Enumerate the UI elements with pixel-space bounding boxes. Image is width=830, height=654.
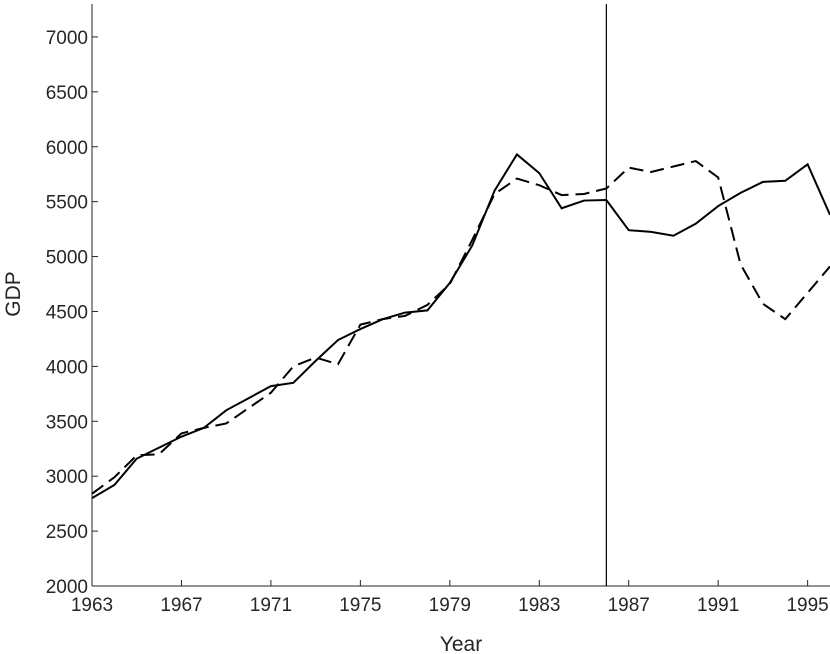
- y-tick-label: 5500: [46, 193, 88, 214]
- series-line-solid: [92, 152, 830, 500]
- y-tick-label: 7000: [46, 28, 88, 49]
- y-tick-label: 6500: [46, 83, 88, 104]
- x-tick-label: 1979: [429, 595, 471, 616]
- y-tick-label: 5000: [46, 248, 88, 269]
- x-tick-label: 1983: [518, 595, 560, 616]
- x-tick-label: 1967: [160, 595, 202, 616]
- x-tick-label: 1975: [339, 595, 381, 616]
- x-tick-label: 1987: [608, 595, 650, 616]
- plot-lines: [92, 4, 830, 586]
- series-line-dashed: [92, 159, 830, 495]
- y-tick-label: 3000: [46, 467, 88, 488]
- y-tick-label: 2000: [46, 577, 88, 598]
- y-tick-label: 4500: [46, 302, 88, 323]
- x-axis-title: Year: [440, 633, 482, 654]
- axes: [91, 4, 830, 587]
- x-tick-label: 1963: [71, 595, 113, 616]
- x-tick-label: 1995: [786, 595, 828, 616]
- x-tick-label: 1971: [250, 595, 292, 616]
- x-tick-label: 1991: [697, 595, 739, 616]
- y-tick-label: 4000: [46, 357, 88, 378]
- y-tick-label: 6000: [46, 138, 88, 159]
- y-axis-title: GDP: [2, 271, 25, 317]
- y-tick-label: 2500: [46, 522, 88, 543]
- x-ticks: 1963 1967 1971 1975 1979 1983 1987 1991 1995: [71, 580, 829, 616]
- y-tick-label: 3500: [46, 412, 88, 433]
- y-ticks: 2000 2500 3000 3500 4000 4500 5000 5500 6000 6500…: [46, 28, 98, 598]
